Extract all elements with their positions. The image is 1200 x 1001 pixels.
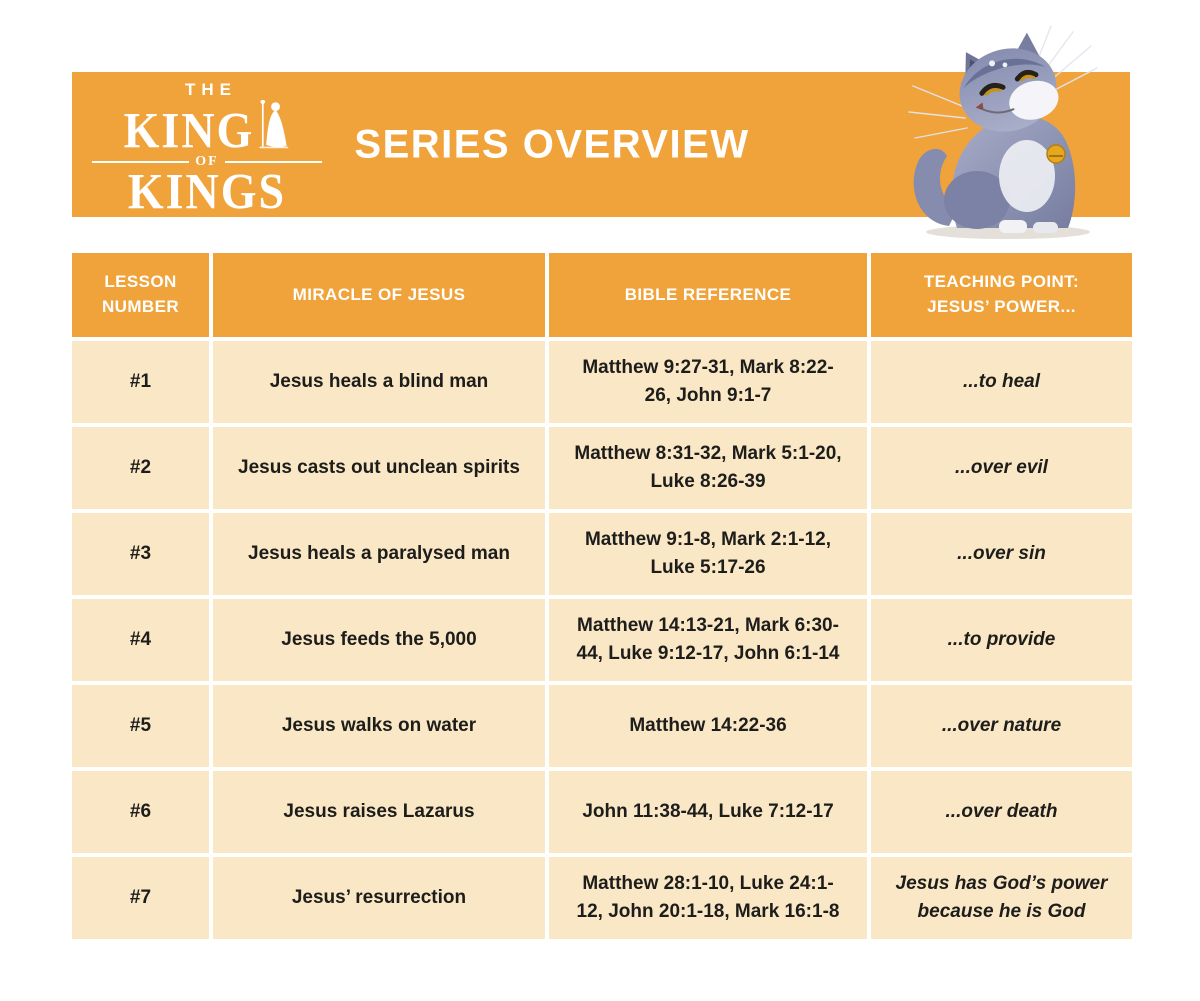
cat-paw bbox=[1033, 222, 1058, 233]
miracle-cell: Jesus casts out unclean spirits bbox=[213, 427, 545, 509]
teaching-point-cell: ...over death bbox=[871, 771, 1132, 853]
miracle-cell: Jesus heals a paralysed man bbox=[213, 513, 545, 595]
bible-reference-cell: Matthew 9:27-31, Mark 8:22-26, John 9:1-… bbox=[549, 341, 867, 423]
header-teaching-point: TEACHING POINT: JESUS’ POWER... bbox=[871, 253, 1132, 337]
header-bible-reference: BIBLE REFERENCE bbox=[549, 253, 867, 337]
logo-king-row: KING bbox=[92, 99, 322, 159]
lesson-number-cell: #7 bbox=[72, 857, 209, 939]
logo-rule-left bbox=[92, 161, 190, 163]
header-banner: THE KING OF KINGS SERIES OVERV bbox=[72, 72, 1130, 217]
bible-reference-cell: John 11:38-44, Luke 7:12-17 bbox=[549, 771, 867, 853]
table-row: #1 Jesus heals a blind man Matthew 9:27-… bbox=[72, 341, 1132, 423]
logo-rule-right bbox=[224, 161, 323, 163]
table-header-row: LESSON NUMBER MIRACLE OF JESUS BIBLE REF… bbox=[72, 253, 1132, 337]
teaching-point-cell: Jesus has God’s power because he is God bbox=[871, 857, 1132, 939]
logo-of-text: OF bbox=[195, 154, 219, 169]
teaching-point-cell: ...over evil bbox=[871, 427, 1132, 509]
miracle-cell: Jesus raises Lazarus bbox=[213, 771, 545, 853]
table-row: #2 Jesus casts out unclean spirits Matth… bbox=[72, 427, 1132, 509]
cat-chest bbox=[999, 140, 1055, 212]
lesson-number-cell: #5 bbox=[72, 685, 209, 767]
shepherd-silhouette-icon bbox=[256, 99, 290, 157]
bible-reference-cell: Matthew 28:1-10, Luke 24:1-12, John 20:1… bbox=[549, 857, 867, 939]
cat-paw bbox=[999, 220, 1027, 233]
teaching-point-cell: ...over sin bbox=[871, 513, 1132, 595]
lesson-number-cell: #1 bbox=[72, 341, 209, 423]
cat-bell bbox=[1046, 144, 1066, 164]
cat-haunch bbox=[944, 171, 1010, 229]
table-body: #1 Jesus heals a blind man Matthew 9:27-… bbox=[72, 341, 1132, 939]
table-row: #7 Jesus’ resurrection Matthew 28:1-10, … bbox=[72, 857, 1132, 939]
logo-of-row: OF bbox=[92, 154, 323, 169]
cat-illustration bbox=[905, 24, 1100, 242]
miracle-cell: Jesus feeds the 5,000 bbox=[213, 599, 545, 681]
king-of-kings-logo: THE KING OF KINGS bbox=[92, 80, 323, 217]
teaching-point-cell: ...over nature bbox=[871, 685, 1132, 767]
teaching-point-cell: ...to heal bbox=[871, 341, 1132, 423]
bible-reference-cell: Matthew 9:1-8, Mark 2:1-12, Luke 5:17-26 bbox=[549, 513, 867, 595]
cat-head bbox=[959, 32, 1059, 132]
table-row: #6 Jesus raises Lazarus John 11:38-44, L… bbox=[72, 771, 1132, 853]
page-title: SERIES OVERVIEW bbox=[354, 122, 750, 166]
miracle-cell: Jesus’ resurrection bbox=[213, 857, 545, 939]
lesson-number-cell: #2 bbox=[72, 427, 209, 509]
table-row: #3 Jesus heals a paralysed man Matthew 9… bbox=[72, 513, 1132, 595]
teaching-point-cell: ...to provide bbox=[871, 599, 1132, 681]
header-lesson-number: LESSON NUMBER bbox=[72, 253, 209, 337]
lesson-number-cell: #3 bbox=[72, 513, 209, 595]
series-overview-table: LESSON NUMBER MIRACLE OF JESUS BIBLE REF… bbox=[72, 253, 1132, 943]
bible-reference-cell: Matthew 8:31-32, Mark 5:1-20, Luke 8:26-… bbox=[549, 427, 867, 509]
table-row: #5 Jesus walks on water Matthew 14:22-36… bbox=[72, 685, 1132, 767]
miracle-cell: Jesus heals a blind man bbox=[213, 341, 545, 423]
lesson-number-cell: #4 bbox=[72, 599, 209, 681]
logo-the-text: THE bbox=[185, 80, 237, 99]
logo-king-text: KING bbox=[123, 102, 255, 159]
miracle-cell: Jesus walks on water bbox=[213, 685, 545, 767]
header-miracle: MIRACLE OF JESUS bbox=[213, 253, 545, 337]
bible-reference-cell: Matthew 14:13-21, Mark 6:30-44, Luke 9:1… bbox=[549, 599, 867, 681]
table-row: #4 Jesus feeds the 5,000 Matthew 14:13-2… bbox=[72, 599, 1132, 681]
logo-kings-text: KINGS bbox=[127, 163, 287, 220]
lesson-number-cell: #6 bbox=[72, 771, 209, 853]
bible-reference-cell: Matthew 14:22-36 bbox=[549, 685, 867, 767]
